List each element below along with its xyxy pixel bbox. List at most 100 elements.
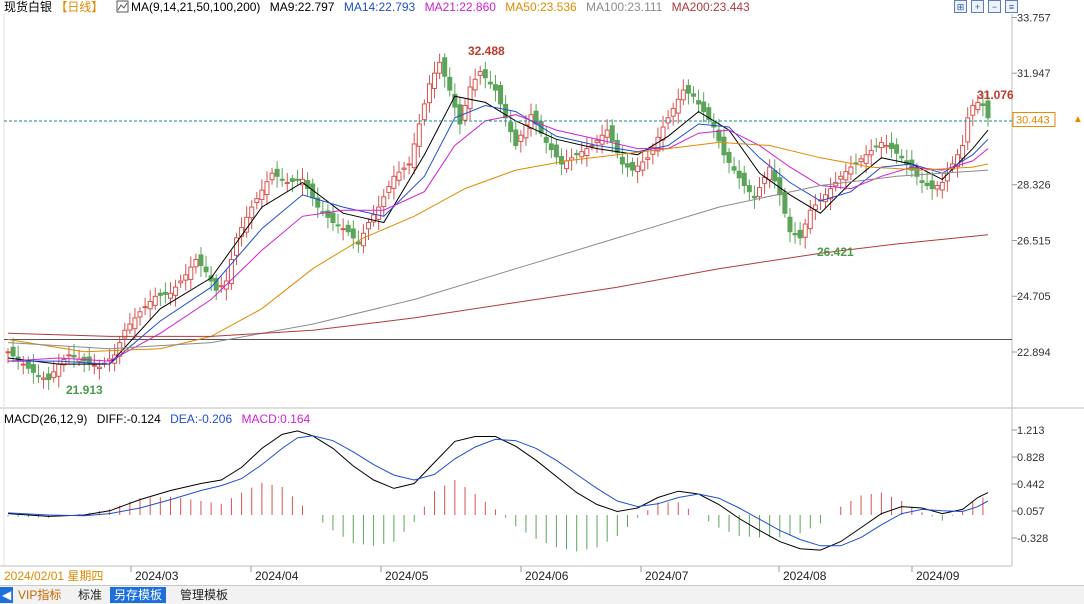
candle-down [274,168,280,177]
candle-down [330,212,336,223]
candle-down [782,191,788,214]
tab-standard[interactable]: 标准 [78,588,103,602]
ma21-value: MA21:22.860 [425,0,497,14]
candle-up [416,123,422,147]
macd-grid: 1.213 0.828 0.442 0.057 -0.328 [1012,425,1048,545]
price-chart[interactable]: 33.757 31.947 28.326 26.515 24.705 22.894 1.2… [0,0,1084,585]
candle-up [41,377,47,380]
price-tick-label: 31.947 [1017,68,1051,80]
candle-down [25,361,31,369]
ma-legend: MA(9,14,21,50,100,200) MA9:22.797 MA14:2… [131,0,750,14]
current-price-value: 30.443 [1016,115,1050,127]
candle-down [772,170,778,182]
candle-up [167,292,173,299]
candle-up [645,157,651,160]
candle-down [630,162,636,171]
candle-up [594,139,600,143]
ma100-value: MA100:23.111 [586,0,663,14]
tab-manage-template[interactable]: 管理模板 [180,588,229,602]
candle-down [46,373,52,381]
candle-up [56,363,62,377]
low-annotation: 21.913 [66,383,103,397]
candle-up [589,145,595,148]
candle-up [579,151,585,158]
macd-tick-label: 0.442 [1017,479,1045,491]
candle-up [360,232,366,247]
ma50-value: MA50:23.536 [505,0,577,14]
candle-down [320,211,326,214]
cursor-date-label: 2024/02/01 星期四 [4,569,103,583]
time-tick-label: 2024/04 [255,569,299,583]
candle-down [894,144,900,154]
candle-down [919,180,925,183]
tab-save-template[interactable]: 另存模板 [110,587,167,603]
candle-up [518,134,524,142]
macd-params: MACD(26,12,9) [4,412,87,426]
low-annotation: 26.421 [817,245,854,259]
candle-down [787,216,793,233]
macd-dea: DEA:-0.206 [170,412,232,426]
candle-down [924,182,930,187]
candle-up [51,371,57,379]
candle-down [503,103,509,119]
candle-up [183,274,189,281]
candle-up [188,266,194,280]
period-label[interactable]: 【日线】 [55,0,103,14]
time-tick-label: 2024/07 [645,569,689,583]
candle-down [325,210,331,218]
scroll-left-icon[interactable]: ◀ [0,587,14,603]
candle-up [406,163,412,166]
candle-up [132,317,138,330]
candle-down [873,145,879,148]
candle-up [823,194,829,203]
candle-down [35,375,41,378]
candle-down [289,178,295,182]
candle-up [228,258,234,285]
candle-up [137,311,143,318]
macd-value: MACD:0.164 [241,412,310,426]
candle-down [706,107,712,120]
candle-up [680,89,686,101]
candle-up [848,166,854,175]
candle-up [122,329,128,339]
high-annotation: 32.488 [468,44,505,58]
candle-up [381,196,387,207]
chart-toolbar: ⊞ + − ≡ [954,0,1018,13]
candle-down [797,229,803,239]
candle-down [619,156,625,165]
candle-down [985,100,991,119]
candle-up [883,145,889,148]
candle-up [878,141,884,149]
candle-up [264,181,270,196]
ma-line-ma21 [7,114,989,362]
plus-icon[interactable]: + [971,0,984,13]
ma9-value: MA9:22.797 [270,0,335,14]
candle-up [802,223,808,238]
candle-up [670,108,676,117]
minus-icon[interactable]: − [988,0,1001,13]
candle-up [127,323,133,331]
grid-icon[interactable]: ⊞ [954,0,967,13]
candle-up [960,145,966,159]
candle-down [690,93,696,97]
candle-up [371,214,377,223]
candle-up [955,154,961,168]
time-tick-label: 2024/03 [135,569,179,583]
chart-header: 现货白银 【日线】 [4,0,103,14]
tab-vip-indicators[interactable]: VIP指标 [18,588,62,602]
candle-up [437,61,443,74]
candle-up [604,129,610,138]
candle-up [807,209,813,230]
candle-down [442,57,448,77]
candles [5,53,991,390]
price-tick-label: 26.515 [1017,236,1051,248]
ma-line-ma50 [7,141,989,353]
candle-up [91,364,97,367]
price-tick-label: 22.894 [1017,347,1051,359]
candle-up [173,286,179,296]
candle-down [30,364,36,373]
macd-tick-label: 1.213 [1017,425,1045,437]
candle-down [792,232,798,236]
list-icon[interactable]: ≡ [1005,0,1018,13]
candle-up [838,175,844,180]
